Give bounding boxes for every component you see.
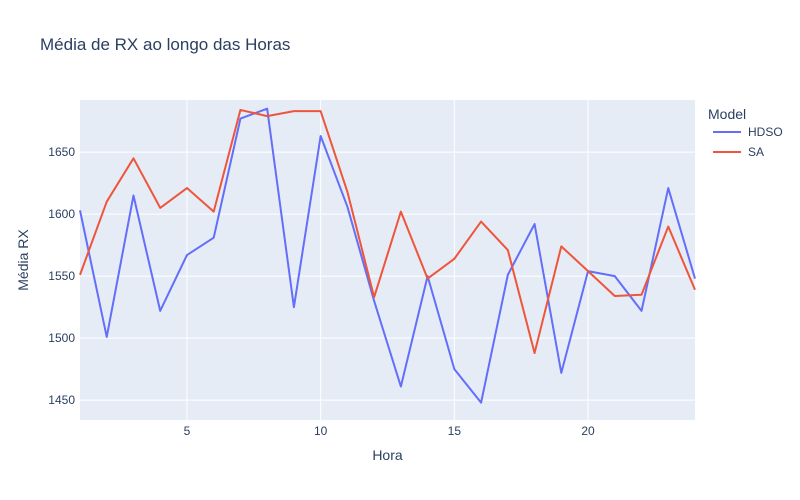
- x-axis-ticks: 5 10 15 20: [184, 424, 595, 438]
- x-tick-label: 15: [448, 424, 462, 438]
- plot-area: [80, 100, 695, 420]
- y-tick-label: 1500: [48, 331, 75, 345]
- y-tick-label: 1650: [48, 145, 75, 159]
- grid-lines: [80, 100, 695, 420]
- y-tick-label: 1450: [48, 393, 75, 407]
- legend-label-sa: SA: [748, 145, 764, 159]
- chart-title: Média de RX ao longo das Horas: [40, 35, 290, 54]
- x-axis-title: Hora: [372, 447, 403, 463]
- legend-title: Model: [708, 106, 746, 122]
- y-axis-ticks: 1450 1500 1550 1600 1650: [48, 145, 75, 407]
- y-axis-title: Média RX: [15, 229, 31, 291]
- legend-label-hdso: HDSO: [748, 125, 783, 139]
- series-line-hdso: [79, 107, 696, 404]
- series-line-sa: [79, 108, 696, 355]
- y-tick-label: 1550: [48, 269, 75, 283]
- x-tick-label: 5: [184, 424, 191, 438]
- x-tick-label: 10: [314, 424, 328, 438]
- y-tick-label: 1600: [48, 207, 75, 221]
- series-lines: [79, 107, 696, 404]
- legend: Model HDSO SA: [708, 106, 783, 159]
- x-tick-label: 20: [581, 424, 595, 438]
